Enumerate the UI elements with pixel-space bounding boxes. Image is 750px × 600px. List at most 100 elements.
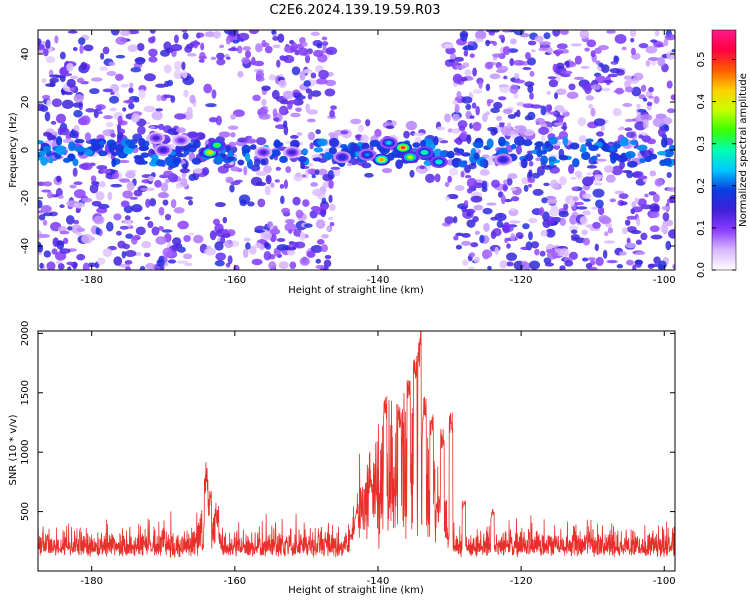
heatmap-cell	[167, 79, 174, 87]
heatmap-cell	[507, 114, 517, 119]
heatmap-cell	[76, 232, 83, 237]
heatmap-cell	[622, 102, 633, 107]
snr-y-ticks: 500 1000 1500 2000	[20, 321, 675, 521]
y-tick-label: -40	[20, 238, 31, 254]
heatmap-cell	[444, 113, 451, 123]
heatmap-cell	[466, 134, 472, 145]
heatmap-cell	[59, 127, 70, 136]
heatmap-cell	[325, 153, 334, 160]
heatmap-cell	[321, 204, 328, 211]
heatmap-cell	[182, 32, 189, 40]
heatmap-cell	[588, 103, 593, 109]
heatmap-cell	[585, 95, 595, 101]
heatmap-cell	[672, 264, 675, 270]
heatmap-cell	[250, 176, 263, 187]
heatmap-cell	[475, 30, 487, 40]
heatmap-cell	[134, 155, 145, 165]
heatmap-cell	[257, 108, 269, 113]
heatmap-cell	[484, 61, 494, 70]
heatmap-cell	[124, 215, 131, 221]
heatmap-cell	[654, 178, 664, 187]
heatmap-cell	[117, 240, 126, 249]
heatmap-cell	[38, 199, 43, 209]
heatmap-cell	[272, 225, 279, 235]
heatmap-cell	[99, 66, 109, 72]
heatmap-cell	[151, 110, 163, 121]
heatmap-cell	[668, 194, 675, 204]
colorbar-label: Normalized spectral amplitude	[738, 73, 749, 227]
heatmap-cell	[295, 209, 304, 219]
heatmap-cell	[90, 181, 100, 185]
heatmap-cell	[510, 208, 516, 212]
heatmap-cell	[566, 91, 579, 99]
heatmap-cell	[499, 124, 505, 128]
heatmap-cell	[250, 144, 257, 150]
heatmap-cell	[127, 44, 138, 53]
heatmap-cell	[187, 131, 199, 138]
heatmap-cell	[66, 78, 76, 88]
heatmap-cell	[618, 251, 627, 256]
heatmap-cell	[158, 226, 164, 231]
heatmap-cell	[454, 185, 465, 192]
heatmap-cell	[255, 137, 267, 146]
heatmap-cell	[667, 229, 675, 239]
heatmap-cell	[242, 46, 252, 51]
heatmap-cell	[606, 30, 616, 34]
heatmap-cell	[515, 232, 524, 239]
heatmap-cell	[306, 250, 316, 258]
heatmap-cell	[299, 231, 306, 242]
heatmap-cell	[574, 201, 584, 206]
heatmap-cell	[262, 42, 270, 47]
heatmap-cell	[529, 92, 534, 100]
heatmap-cell	[173, 34, 179, 44]
heatmap-cell	[290, 42, 298, 53]
heatmap-cell	[253, 60, 265, 67]
heatmap-cell	[558, 210, 569, 218]
heatmap-cell	[514, 136, 526, 146]
heatmap-cell	[90, 77, 103, 82]
heatmap-cell	[564, 260, 574, 267]
heatmap-cell	[283, 120, 288, 128]
heatmap-cell	[295, 107, 302, 112]
heatmap-hotspot	[161, 148, 166, 152]
heatmap-cell	[251, 258, 263, 266]
spectrogram-panel: -180 -160 -140 -120 -100 -40 -20 0 20 40 Height …	[8, 29, 676, 296]
heatmap-cell	[361, 142, 370, 150]
heatmap-cell	[528, 160, 534, 167]
heatmap-cell	[293, 228, 302, 237]
heatmap-cell	[586, 39, 597, 48]
heatmap-cell	[644, 156, 652, 163]
heatmap-cell	[198, 59, 205, 63]
heatmap-cell	[42, 94, 51, 100]
heatmap-cell	[78, 37, 86, 45]
heatmap-cell	[181, 30, 188, 33]
heatmap-cell	[535, 117, 546, 125]
heatmap-cell	[173, 69, 182, 80]
heatmap-cell	[304, 54, 311, 64]
heatmap-cell	[324, 254, 332, 260]
heatmap-cell	[51, 98, 62, 108]
heatmap-cell	[303, 80, 312, 87]
heatmap-cell	[225, 176, 234, 184]
heatmap-cell	[531, 172, 541, 179]
heatmap-cell	[268, 74, 276, 81]
heatmap-cell	[61, 99, 74, 110]
heatmap-cell	[640, 232, 648, 241]
heatmap-cell	[292, 196, 301, 206]
heatmap-cell	[307, 131, 316, 141]
heatmap-cell	[598, 44, 609, 51]
heatmap-cell	[611, 165, 623, 176]
heatmap-cell	[81, 197, 93, 203]
heatmap-cell	[579, 216, 588, 225]
heatmap-cell	[475, 105, 480, 116]
heatmap-cell	[592, 221, 601, 229]
heatmap-cell	[312, 188, 324, 197]
heatmap-cell	[582, 193, 592, 199]
heatmap-cell	[100, 52, 105, 60]
heatmap-cell	[84, 149, 94, 156]
heatmap-cell	[111, 158, 117, 168]
heatmap-cell	[213, 31, 221, 39]
heatmap-cell	[626, 160, 638, 168]
heatmap-cell	[635, 239, 643, 245]
heatmap-cell	[470, 242, 479, 248]
